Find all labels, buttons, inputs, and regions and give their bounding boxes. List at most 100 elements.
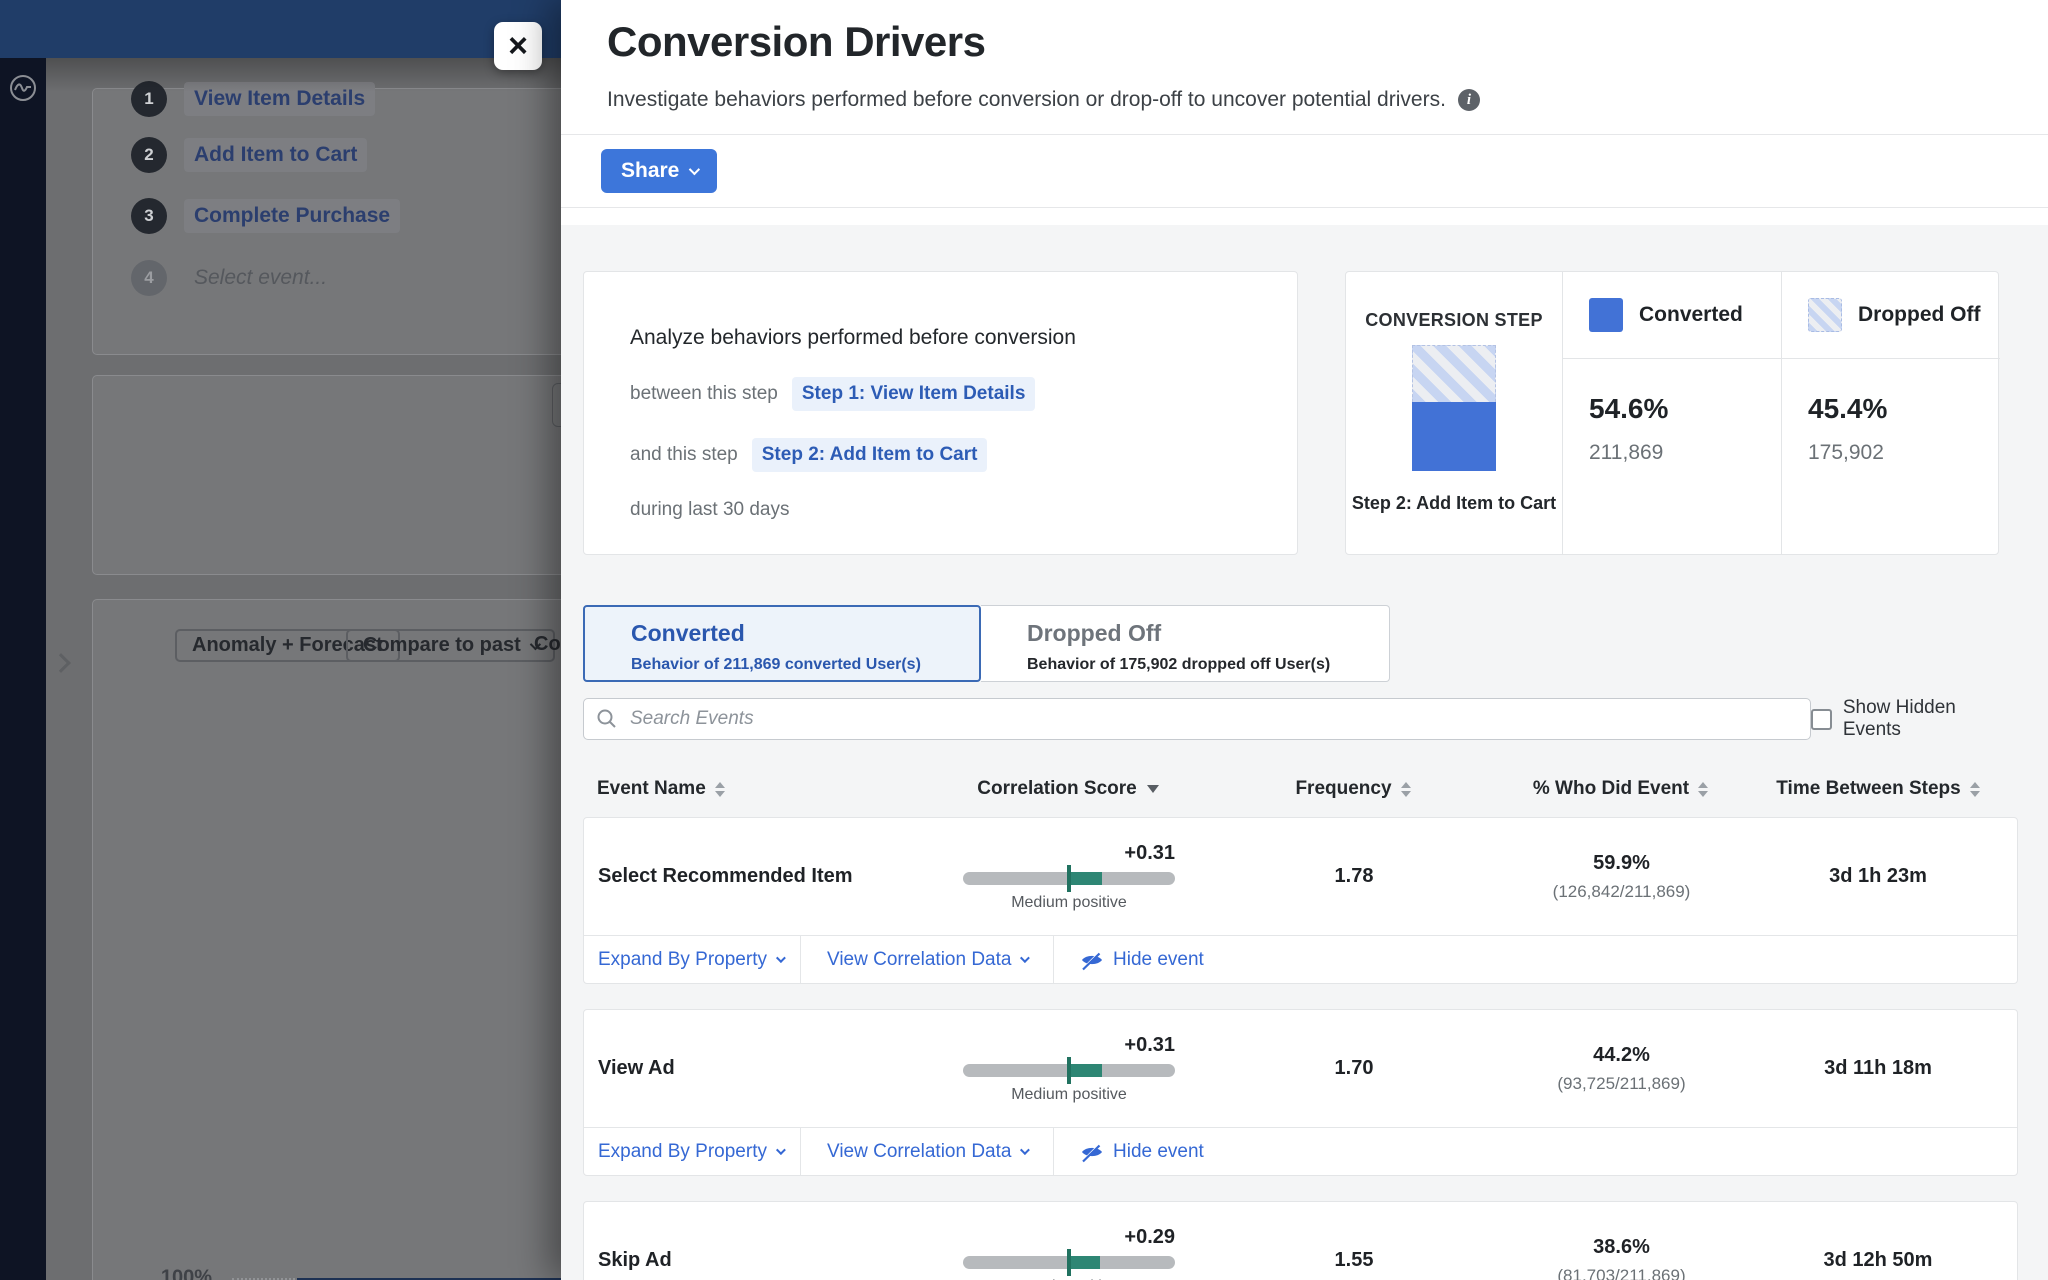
correlation-bar xyxy=(963,1056,1175,1084)
frequency-value: 1.70 xyxy=(1334,1057,1374,1079)
funnel-step-3[interactable]: 3 Complete Purchase xyxy=(131,196,401,236)
share-button[interactable]: Share xyxy=(601,149,718,193)
time-between-steps-value: 3d 12h 50m xyxy=(1823,1249,1933,1271)
show-hidden-label: Show Hidden Events xyxy=(1842,697,1956,740)
time-between-steps-value: 3d 11h 18m xyxy=(1824,1057,1932,1079)
event-row-skip-ad: Skip Ad +0.29 Weak positive 1.55 xyxy=(583,1201,2018,1280)
event-name: Skip Ad xyxy=(598,1249,672,1271)
pct-who-did-value: 38.6% xyxy=(1593,1235,1650,1258)
conversion-step-card: CONVERSION STEP Step 2: Add Item to Cart… xyxy=(1345,271,2000,555)
step-label[interactable]: View Item Details xyxy=(184,82,376,116)
pct-who-did-ratio: (81,703/211,869) xyxy=(1557,1265,1686,1280)
chevron-down-icon xyxy=(689,163,701,176)
correlation-strength-label: Medium positive xyxy=(1011,1085,1127,1103)
sort-icon xyxy=(1400,781,1411,797)
compare-to-past-dropdown[interactable]: Compare to past xyxy=(346,629,555,662)
correlation-bar-fill xyxy=(1069,1255,1100,1269)
header-frequency[interactable]: Frequency xyxy=(1203,778,1503,800)
page-subtitle: Investigate behaviors performed before c… xyxy=(607,88,1446,111)
hide-event-button[interactable]: Hide event xyxy=(1054,1128,1204,1175)
between-step-label: between this step xyxy=(630,383,778,404)
step-label[interactable]: Add Item to Cart xyxy=(184,138,368,172)
correlation-score-value: +0.31 xyxy=(1124,1033,1175,1056)
event-row-view-ad: View Ad +0.31 Medium positive 1.70 xyxy=(583,1009,2018,1176)
chevron-down-icon xyxy=(1020,953,1031,964)
correlation-score-value: +0.31 xyxy=(1124,841,1175,864)
step1-chip[interactable]: Step 1: View Item Details xyxy=(791,377,1036,411)
collapse-chevron-icon[interactable] xyxy=(51,653,71,673)
tab-converted[interactable]: Converted Behavior of 211,869 converted … xyxy=(583,605,981,682)
correlation-bar-zero-tick xyxy=(1067,864,1071,892)
dropped-off-swatch-icon xyxy=(1808,298,1842,332)
sort-desc-icon xyxy=(1146,785,1159,793)
view-correlation-data-button[interactable]: View Correlation Data xyxy=(801,1128,1054,1175)
converted-percent: 54.6% xyxy=(1589,393,1669,424)
cohort-tabs: Converted Behavior of 211,869 converted … xyxy=(583,605,1390,682)
funnel-step-4-placeholder[interactable]: 4 Select event... xyxy=(131,258,337,298)
sort-icon xyxy=(714,781,725,797)
time-between-steps-value: 3d 1h 23m xyxy=(1829,865,1927,887)
event-name: View Ad xyxy=(598,1057,675,1079)
anomaly-forecast-button[interactable]: Anomaly + Forecast xyxy=(175,629,400,662)
funnel-step-2[interactable]: 2 Add Item to Cart xyxy=(131,135,368,175)
pct-who-did-value: 44.2% xyxy=(1593,1043,1650,1066)
dropped-off-percent: 45.4% xyxy=(1808,393,1888,424)
info-icon[interactable]: i xyxy=(1457,89,1480,111)
hide-event-button[interactable]: Hide event xyxy=(1054,936,1204,983)
tab-converted-subtitle: Behavior of 211,869 converted User(s) xyxy=(631,656,921,673)
expand-by-property-button[interactable]: Expand By Property xyxy=(584,936,801,983)
hide-event-icon xyxy=(1082,950,1102,970)
correlation-bar xyxy=(963,864,1175,892)
conversion-drivers-panel: Conversion Drivers Investigate behaviors… xyxy=(561,0,2048,1280)
chevron-down-icon xyxy=(775,1145,786,1156)
frequency-value: 1.55 xyxy=(1334,1249,1374,1271)
search-icon xyxy=(597,709,616,728)
funnel-bar[interactable]: 387,771 xyxy=(297,1278,693,1280)
show-hidden-checkbox[interactable] xyxy=(1810,708,1832,730)
header-pct-who-did-event[interactable]: % Who Did Event xyxy=(1503,778,1738,800)
header-time-between-steps[interactable]: Time Between Steps xyxy=(1738,778,2018,800)
page-title: Conversion Drivers xyxy=(607,18,986,65)
header-event-name[interactable]: Event Name xyxy=(583,778,933,800)
left-rail xyxy=(0,58,46,1280)
show-hidden-events-toggle[interactable]: Show Hidden Events xyxy=(1810,697,2018,741)
funnel-step-1[interactable]: 1 View Item Details xyxy=(131,79,376,119)
panel-body: Analyze behaviors performed before conve… xyxy=(561,225,2048,1280)
frequency-value: 1.78 xyxy=(1334,865,1374,887)
compare-to-past-label: Compare to past xyxy=(363,634,521,656)
view-correlation-data-button[interactable]: View Correlation Data xyxy=(801,936,1054,983)
step-number-badge: 3 xyxy=(131,198,167,234)
background-actions-card: Con xyxy=(92,375,682,575)
anomaly-forecast-label: Anomaly + Forecast xyxy=(192,634,383,656)
pct-who-did-ratio: (93,725/211,869) xyxy=(1557,1073,1686,1093)
mini-bar-dropped-segment xyxy=(1412,345,1496,403)
header-divider xyxy=(561,134,2048,135)
correlation-bar-zero-tick xyxy=(1067,1248,1071,1276)
step-number-badge: 4 xyxy=(131,260,167,296)
correlation-bar-fill xyxy=(1069,871,1102,885)
header-correlation-score[interactable]: Correlation Score xyxy=(933,778,1203,800)
tab-dropped-off-subtitle: Behavior of 175,902 dropped off User(s) xyxy=(1027,656,1331,673)
amplitude-logo-icon xyxy=(10,75,36,101)
panel-header: Conversion Drivers Investigate behaviors… xyxy=(561,0,2048,112)
during-label: during last 30 days xyxy=(630,499,790,520)
toolbar-divider xyxy=(561,207,2048,208)
search-input[interactable] xyxy=(583,698,1811,740)
hide-event-icon xyxy=(1082,1142,1102,1162)
conversion-step-mini-chart xyxy=(1412,345,1496,471)
tab-dropped-off[interactable]: Dropped Off Behavior of 175,902 dropped … xyxy=(981,605,1390,682)
table-header-row: Event Name Correlation Score Frequency %… xyxy=(583,775,2018,803)
converted-swatch-icon xyxy=(1589,298,1623,332)
close-button[interactable]: × xyxy=(494,22,542,70)
share-label: Share xyxy=(621,159,680,182)
step-label[interactable]: Complete Purchase xyxy=(184,199,401,233)
step2-chip[interactable]: Step 2: Add Item to Cart xyxy=(751,438,988,472)
step-number-badge: 2 xyxy=(131,137,167,173)
pct-who-did-ratio: (126,842/211,869) xyxy=(1552,881,1691,901)
pct-who-did-value: 59.9% xyxy=(1593,851,1650,874)
criteria-heading: Analyze behaviors performed before conve… xyxy=(630,326,1076,349)
converted-count: 211,869 xyxy=(1589,441,1664,464)
step-placeholder-label[interactable]: Select event... xyxy=(194,266,328,289)
expand-by-property-button[interactable]: Expand By Property xyxy=(584,1128,801,1175)
chevron-down-icon xyxy=(1020,1145,1031,1156)
